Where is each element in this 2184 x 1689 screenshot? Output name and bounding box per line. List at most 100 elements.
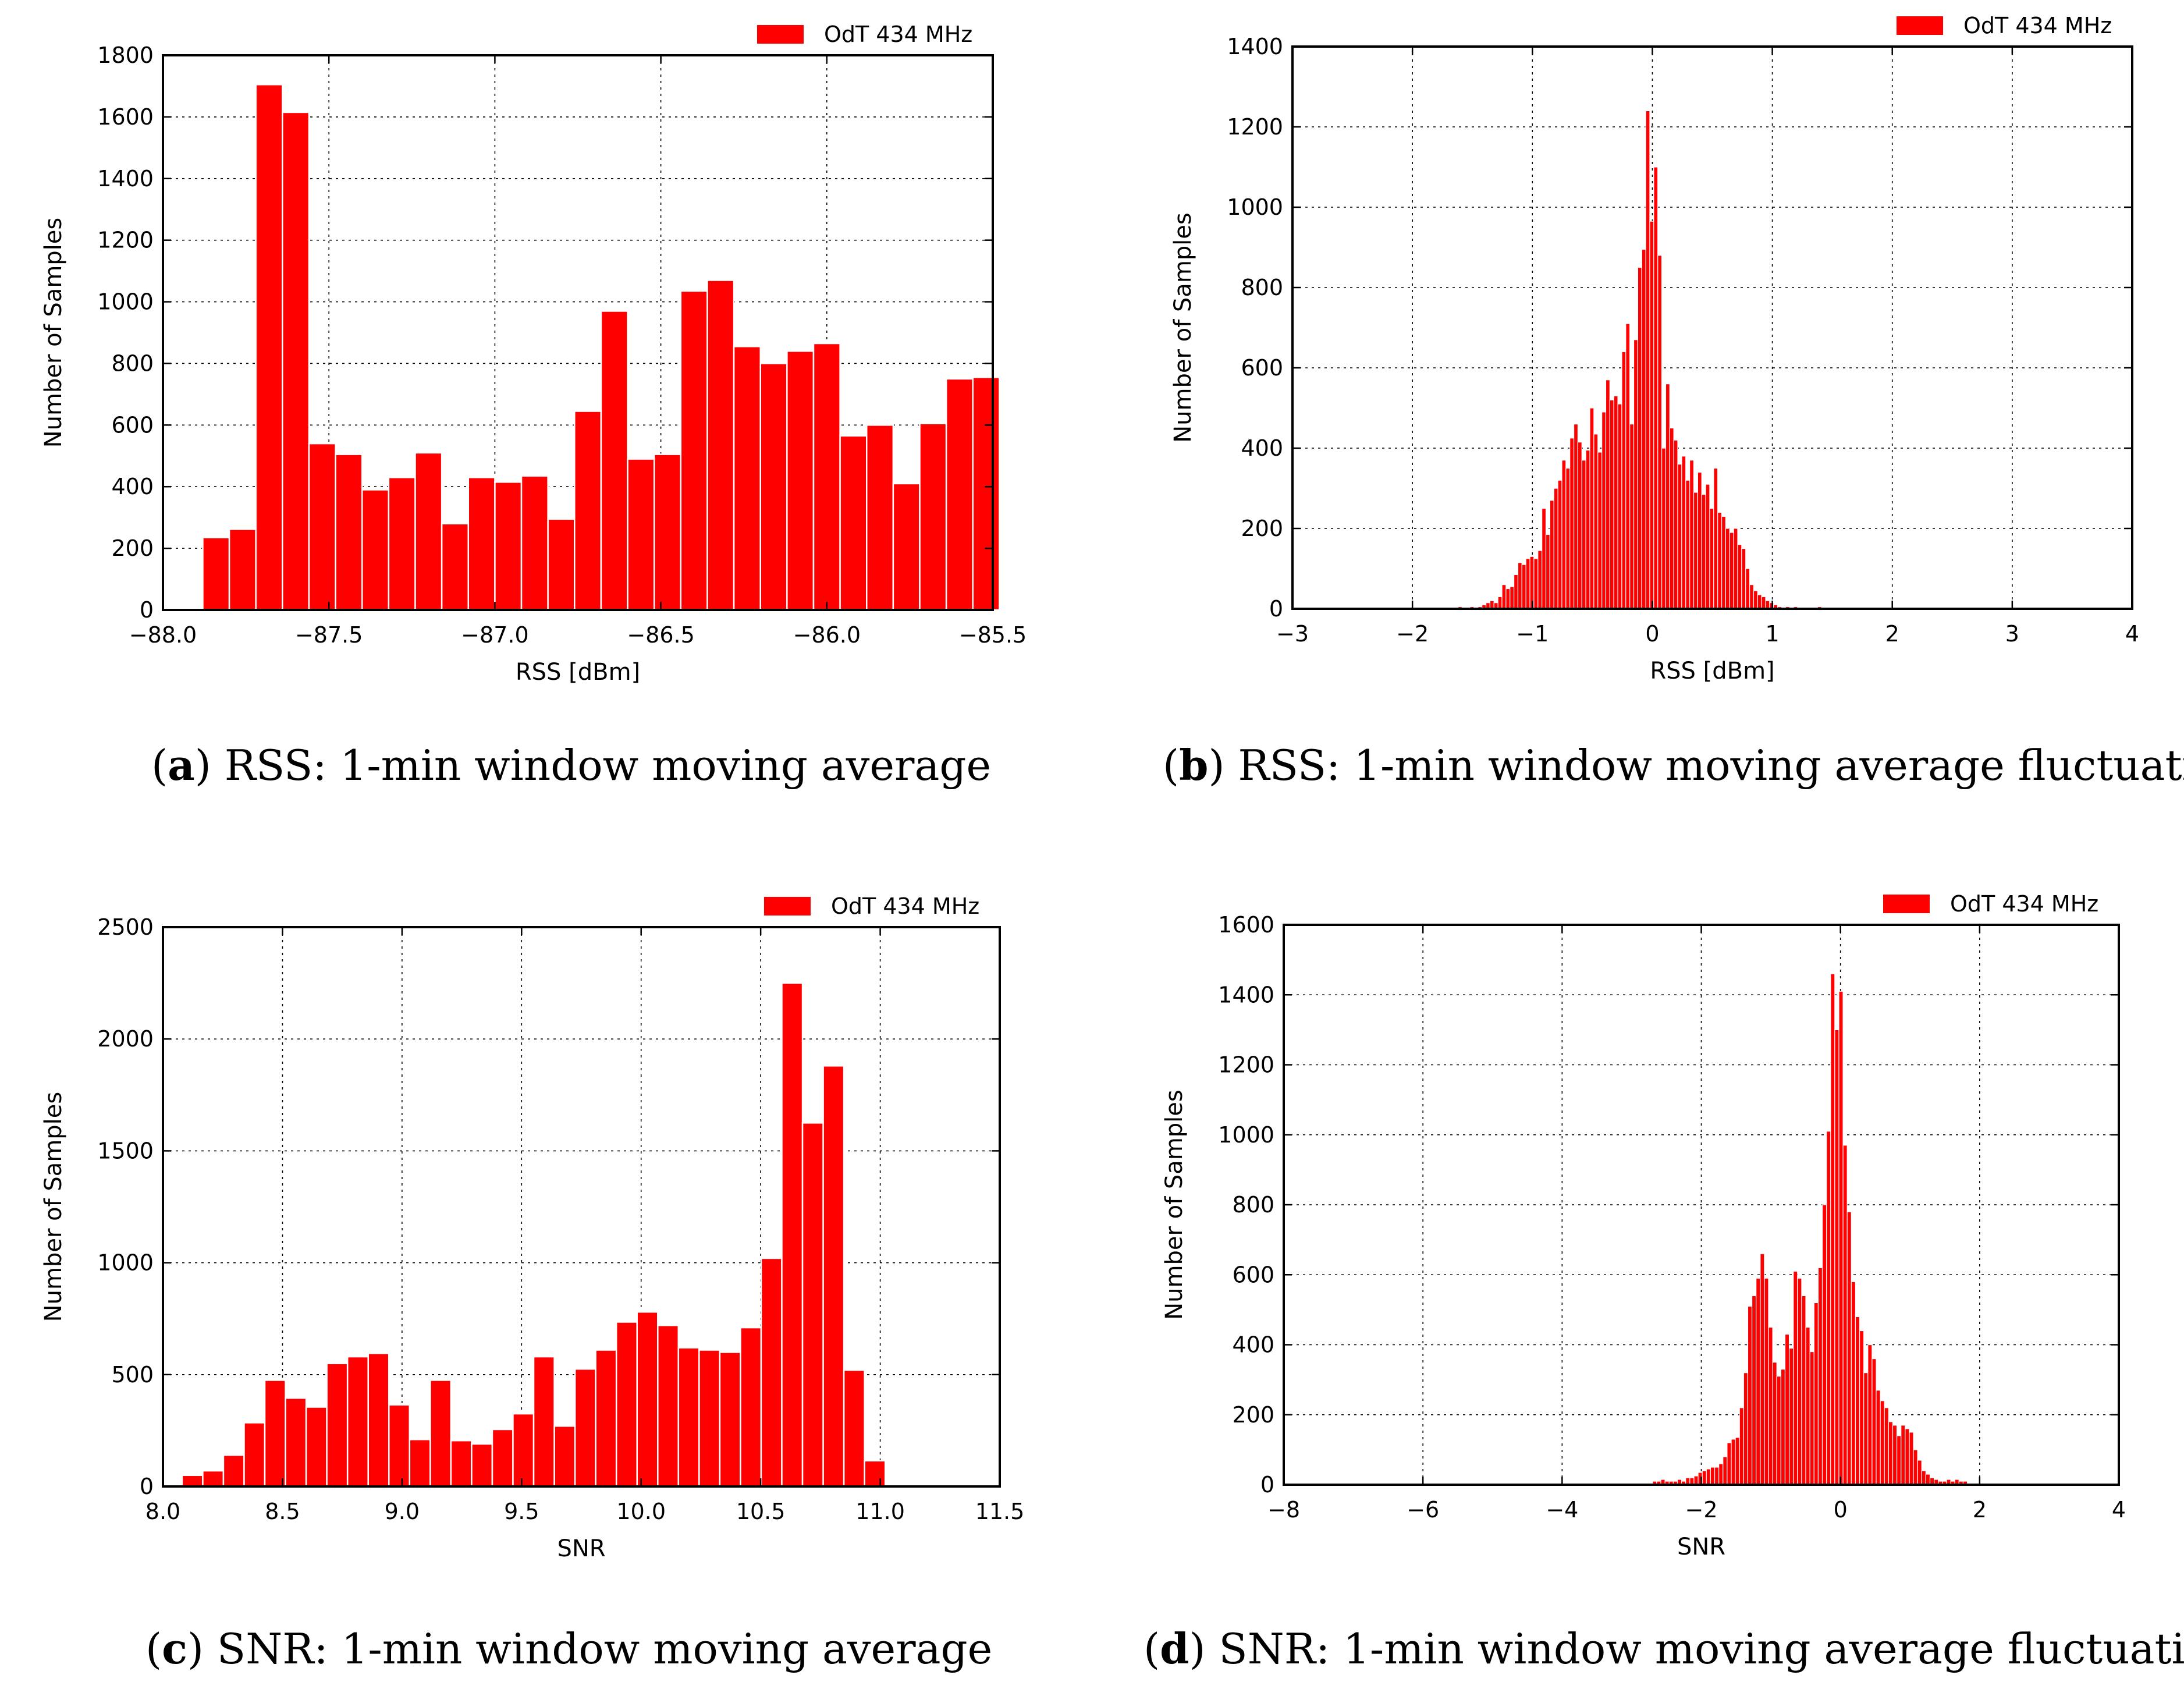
bar [574, 1368, 596, 1488]
x-tick-label: 3 [2005, 621, 2019, 647]
bar [1705, 484, 1710, 609]
bar [520, 475, 549, 611]
bar [1772, 1361, 1777, 1485]
bar [1855, 1316, 1860, 1485]
y-tick-label: 200 [111, 535, 154, 561]
plot-frame [162, 54, 994, 611]
y-tick-label: 0 [1269, 596, 1283, 622]
x-ticks: −8 −6 −4 −2 0 2 4 [1267, 925, 2126, 1523]
bar [1867, 1344, 1873, 1485]
bar [1561, 460, 1567, 609]
bars [202, 84, 1000, 611]
bar [1737, 544, 1742, 609]
x-tick-label: −2 [1685, 1497, 1717, 1523]
bar [553, 1425, 576, 1488]
bar [1872, 1358, 1877, 1485]
bar [680, 290, 708, 611]
bar [1489, 600, 1494, 609]
x-tick-label: 2 [1973, 1497, 1987, 1523]
y-tick-label: 400 [111, 474, 154, 499]
bar [1637, 267, 1642, 609]
bar [1649, 221, 1654, 609]
bar [1884, 1407, 1889, 1485]
bar [759, 363, 788, 611]
bar [361, 489, 390, 611]
legend-swatch [1897, 16, 1943, 35]
bar [467, 477, 496, 611]
bar [1805, 1326, 1810, 1485]
bar [429, 1379, 452, 1488]
x-tick-label: 4 [2112, 1497, 2126, 1523]
x-tick-label: 0 [1645, 621, 1659, 647]
bar [1581, 460, 1586, 609]
bar [1817, 1267, 1823, 1485]
bar [1830, 973, 1835, 1485]
y-axis-label: Number of Samples [40, 218, 67, 448]
bar [1710, 1467, 1716, 1485]
legend-swatch [1883, 895, 1930, 913]
x-tick-label: −87.5 [295, 622, 363, 648]
x-tick-label: 10.5 [736, 1499, 786, 1524]
bar [414, 452, 443, 611]
bar [1784, 1333, 1790, 1485]
bar [843, 1369, 865, 1488]
caption-d: (d) SNR: 1-min window moving average flu… [1144, 1624, 2184, 1673]
bar [1573, 423, 1579, 609]
caption-b: (b) RSS: 1-min window moving average flu… [1163, 740, 2184, 790]
bar [1745, 568, 1750, 609]
bar [1826, 1131, 1831, 1485]
bar [1753, 590, 1758, 609]
y-tick-label: 800 [111, 350, 154, 376]
bar [1681, 456, 1686, 609]
y-axis-label: Number of Samples [1161, 1090, 1188, 1320]
y-tick-label: 1000 [1218, 1122, 1274, 1148]
bar [1776, 1376, 1781, 1485]
x-axis-label: RSS [dBm] [516, 659, 640, 686]
x-tick-label: −2 [1396, 621, 1429, 647]
bar [1517, 562, 1522, 609]
bar [1597, 452, 1603, 609]
bar [839, 435, 868, 611]
bar [1921, 1470, 1926, 1485]
y-tick-label: 1000 [97, 1250, 154, 1276]
bar [1701, 494, 1706, 609]
x-tick-label: 2 [1885, 621, 1899, 647]
bar [367, 1353, 390, 1488]
y-tick-label: 1600 [1218, 912, 1274, 938]
bar [595, 1349, 617, 1488]
caption-letter: a [168, 740, 195, 790]
bar [1629, 423, 1635, 609]
bar [1721, 516, 1727, 609]
bar [1718, 1463, 1724, 1485]
bar [760, 1257, 783, 1488]
legend-swatch [757, 25, 804, 44]
y-tick-label: 1000 [97, 289, 154, 315]
bar [1673, 439, 1678, 609]
x-tick-label: −88.0 [129, 622, 197, 648]
legend: OdT 434 MHz [1897, 13, 2112, 38]
bar [1765, 600, 1770, 609]
bar [1549, 500, 1554, 609]
bar [1913, 1449, 1918, 1485]
y-tick-label: 0 [1260, 1472, 1274, 1498]
bar [1880, 1400, 1885, 1485]
bar [706, 279, 735, 611]
bar [243, 1422, 266, 1488]
bar [441, 523, 470, 611]
bar [1925, 1474, 1931, 1485]
bar [181, 1474, 204, 1488]
bar [1751, 1295, 1757, 1485]
bar [1741, 548, 1746, 609]
x-tick-label: −6 [1407, 1497, 1439, 1523]
bars [1652, 973, 1968, 1485]
y-tick-label: 0 [140, 1474, 154, 1499]
bar [719, 1351, 741, 1488]
bar [1542, 508, 1547, 609]
bar [1665, 383, 1670, 609]
bar [1739, 1407, 1744, 1485]
bar [1693, 492, 1698, 609]
bar [1809, 1351, 1814, 1485]
bar [264, 1379, 286, 1488]
bar [282, 111, 310, 611]
bar [202, 1470, 225, 1488]
